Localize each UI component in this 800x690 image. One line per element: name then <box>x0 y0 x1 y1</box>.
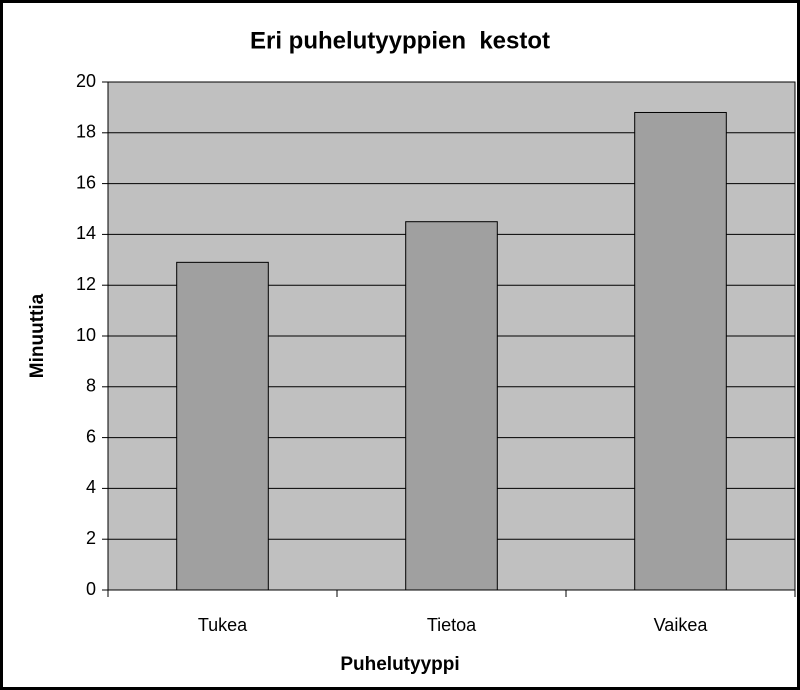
y-tick-label: 10 <box>76 325 96 345</box>
x-axis-title: Puhelutyyppi <box>340 654 459 675</box>
y-tick-label: 8 <box>86 376 96 396</box>
y-tick-label: 0 <box>86 579 96 599</box>
y-tick-label: 20 <box>76 71 96 91</box>
bar <box>634 111 727 591</box>
x-tick-label: Tietoa <box>427 615 477 635</box>
y-tick-label: 18 <box>76 122 96 142</box>
y-tick-label: 12 <box>76 274 96 294</box>
y-tick-label: 14 <box>76 223 96 243</box>
bar <box>405 221 498 591</box>
y-axis-title: Minuuttia <box>27 293 48 378</box>
bar <box>176 261 269 591</box>
x-tick-label: Tukea <box>198 615 248 635</box>
y-tick-label: 2 <box>86 528 96 548</box>
y-tick-label: 16 <box>76 172 96 192</box>
chart-title: Eri puhelutyyppien kestot <box>250 27 550 54</box>
x-tick-label: Vaikea <box>654 615 709 635</box>
y-tick-label: 4 <box>86 477 96 497</box>
y-tick-label: 6 <box>86 426 96 446</box>
